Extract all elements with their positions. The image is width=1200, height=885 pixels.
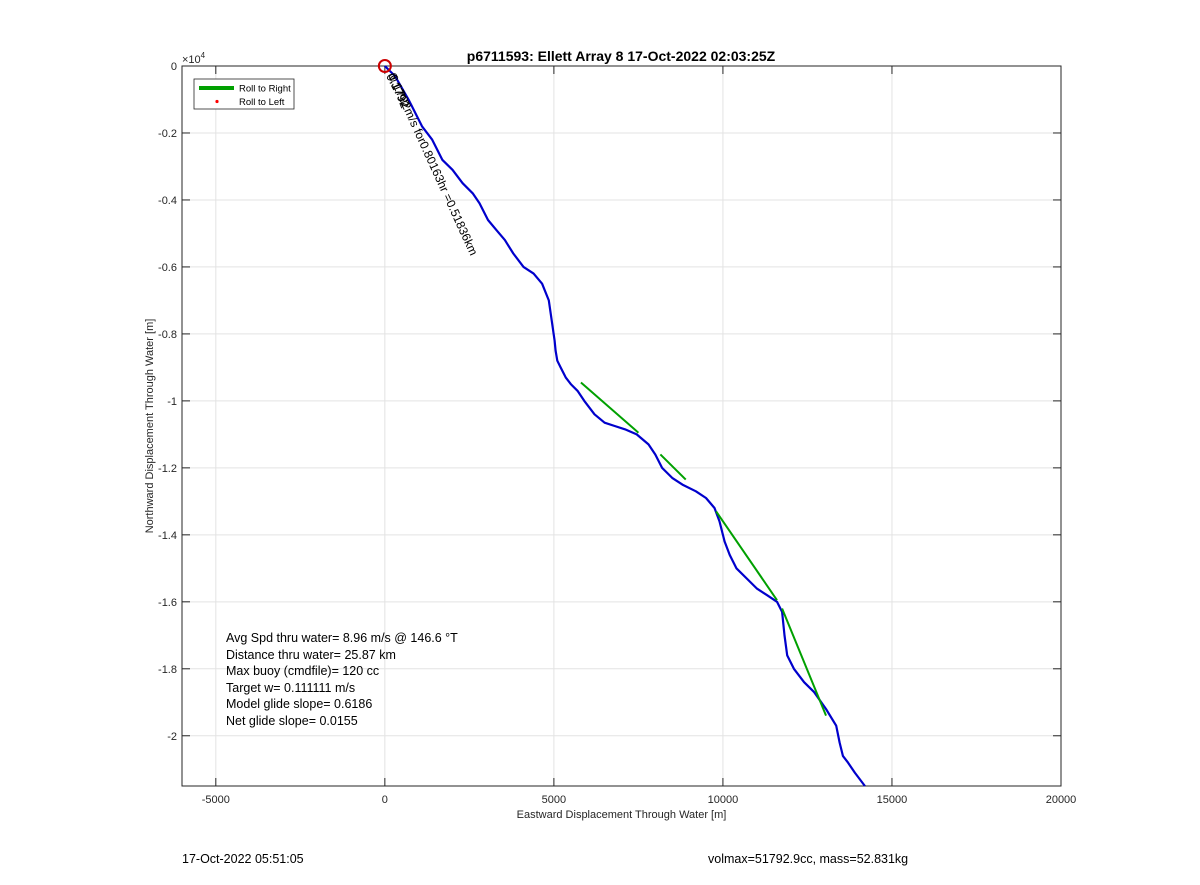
x-axis-label: Eastward Displacement Through Water [m]	[517, 809, 727, 821]
legend: Roll to Right Roll to Left	[193, 78, 295, 110]
chart-title: p6711593: Ellett Array 8 17-Oct-2022 02:…	[467, 48, 776, 64]
stat-max-buoy: Max buoy (cmdfile)= 120 cc	[226, 664, 379, 678]
y-exponent-label: ×104	[182, 51, 206, 66]
y-tick-label: -1.4	[158, 530, 177, 542]
footer-vol-mass: volmax=51792.9cc, mass=52.831kg	[708, 852, 909, 866]
stat-avg-speed: Avg Spd thru water= 8.96 m/s @ 146.6 °T	[226, 631, 458, 645]
y-tick-label: -1.6	[158, 597, 177, 609]
legend-box	[193, 78, 295, 110]
y-exponent-base: ×10	[182, 54, 201, 66]
x-tick-label: 5000	[542, 794, 566, 806]
start-marker	[377, 59, 392, 73]
segment-labels: 0.1792m/s for0.80163hr =0.51836km 0.1792…	[383, 71, 480, 258]
y-axis-label: Northward Displacement Through Water [m]	[144, 319, 156, 534]
axis-ticks: -5000 0 5000 10000 15000 20000 0 -0.2 -0.4 -0.6 -0…	[158, 61, 1076, 806]
trajectory-line	[384, 65, 866, 787]
roll-right-segment	[659, 453, 687, 481]
stat-net-glide-slope: Net glide slope= 0.0155	[226, 714, 358, 728]
stats-block: Avg Spd thru water= 8.96 m/s @ 146.6 °T …	[226, 631, 458, 728]
grid-lines	[182, 65, 1062, 786]
y-exponent-power: 4	[201, 51, 206, 60]
roll-right-segment	[715, 510, 778, 601]
y-tick-label: -0.4	[158, 195, 177, 207]
y-tick-label: -2	[167, 731, 177, 743]
y-tick-label: -1.8	[158, 664, 177, 676]
y-tick-label: -0.8	[158, 329, 177, 341]
y-tick-label: -1.2	[158, 463, 177, 475]
x-tick-label: 0	[382, 794, 388, 806]
x-tick-label: 20000	[1046, 794, 1077, 806]
stat-target-w: Target w= 0.111111 m/s	[226, 681, 355, 695]
y-tick-label: -0.2	[158, 128, 177, 140]
legend-label-roll-right: Roll to Right	[239, 84, 291, 95]
roll-right-segment	[580, 381, 640, 434]
stat-model-glide-slope: Model glide slope= 0.6186	[226, 697, 372, 711]
legend-label-roll-left: Roll to Left	[239, 97, 285, 108]
footer-timestamp: 17-Oct-2022 05:51:05	[182, 852, 304, 866]
axes-box	[181, 65, 1062, 787]
x-tick-label: 15000	[877, 794, 908, 806]
roll-right-segment	[781, 608, 827, 717]
y-tick-label: -0.6	[158, 262, 177, 274]
y-tick-label: -1	[167, 396, 177, 408]
x-tick-label: 10000	[708, 794, 739, 806]
chart-series	[384, 65, 866, 787]
legend-swatch-roll-left	[215, 99, 219, 104]
x-tick-label: -5000	[202, 794, 230, 806]
stat-distance: Distance thru water= 25.87 km	[226, 648, 396, 662]
y-tick-label: 0	[171, 61, 177, 73]
